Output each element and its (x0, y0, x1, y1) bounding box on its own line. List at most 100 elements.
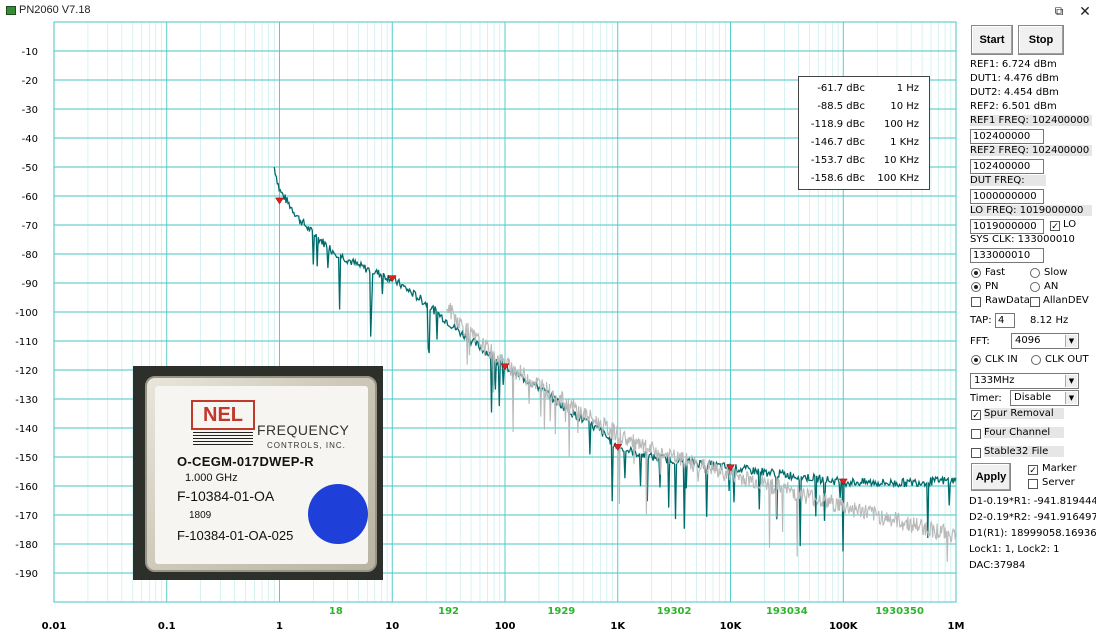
brand-subtitle: CONTROLS, INC. (267, 441, 346, 450)
marker-row: -88.5 dBc 10 Hz (799, 101, 931, 119)
marker-value: -88.5 dBc (817, 101, 865, 112)
marker-triangle (838, 478, 848, 486)
spur-removal-checkbox[interactable]: ✓ (971, 410, 981, 420)
clock-select[interactable]: 133MHz ▼ (970, 373, 1079, 389)
y-tick-label: -170 (15, 511, 38, 522)
clk-in-label: CLK IN (985, 354, 1018, 365)
marker-triangle (275, 197, 284, 205)
x-tick-label: 0.01 (42, 621, 67, 632)
marker-frequency: 100 KHz (877, 173, 919, 184)
y-tick-label: -20 (22, 76, 38, 87)
dut-freq-input[interactable]: 1000000000 (970, 189, 1044, 204)
marker-row: -118.9 dBc 100 Hz (799, 119, 931, 137)
pn-radio[interactable] (971, 282, 981, 292)
y-tick-label: -130 (15, 395, 38, 406)
clock-select-value: 133MHz (974, 375, 1015, 386)
four-channel-label: Four Channel (984, 427, 1064, 438)
fft-select[interactable]: 4096 ▼ (1011, 333, 1079, 349)
y-tick-label: -30 (22, 105, 38, 116)
marker-triangle (500, 363, 510, 371)
marker-row: -146.7 dBc 1 KHz (799, 137, 931, 155)
lo-freq-input[interactable]: 1019000000 (970, 219, 1044, 234)
apply-button[interactable]: Apply (971, 463, 1011, 491)
x-tick-label: 10K (720, 621, 743, 632)
part-number: O-CEGM-017DWEP-R (177, 454, 314, 469)
server-checkbox[interactable] (1028, 479, 1038, 489)
stable32-checkbox[interactable] (971, 448, 981, 458)
timer-label: Timer: (970, 393, 1002, 404)
marker-row: -158.6 dBc 100 KHz (799, 173, 931, 191)
lo-checkbox[interactable]: ✓ (1050, 221, 1060, 231)
model-number: F-10384-01-OA (177, 488, 275, 504)
rawdata-label: RawData (985, 295, 1030, 306)
segment-count-label: 193034 (766, 606, 808, 617)
marker-triangle (726, 464, 735, 472)
d2-readout: D2-0.19*R2: -941.916497 (969, 512, 1096, 523)
close-button[interactable]: ✕ (1079, 3, 1091, 19)
tap-input[interactable]: 4 (995, 313, 1015, 328)
an-radio-label: AN (1044, 281, 1059, 292)
segment-count-label: 18 (329, 606, 343, 617)
clk-in-radio[interactable] (971, 355, 981, 365)
y-tick-label: -100 (15, 308, 38, 319)
clk-out-radio[interactable] (1031, 355, 1041, 365)
marker-frequency: 1 Hz (896, 83, 919, 94)
y-tick-label: -110 (15, 337, 38, 348)
marker-value: -158.6 dBc (810, 173, 865, 184)
y-tick-label: -70 (22, 221, 38, 232)
segment-count-label: 1929 (547, 606, 575, 617)
slow-radio[interactable] (1030, 268, 1040, 278)
clk-out-label: CLK OUT (1045, 354, 1089, 365)
x-tick-label: 1 (276, 621, 283, 632)
start-button[interactable]: Start (971, 25, 1013, 55)
rawdata-checkbox[interactable] (971, 297, 981, 307)
x-tick-label: 100K (829, 621, 859, 632)
y-tick-label: -180 (15, 540, 38, 551)
marker-frequency: 10 Hz (890, 101, 919, 112)
marker-readout-box: -61.7 dBc 1 Hz -88.5 dBc 10 Hz -118.9 dBc 1… (798, 76, 930, 190)
marker-checkbox[interactable]: ✓ (1028, 465, 1038, 475)
y-tick-label: -140 (15, 424, 38, 435)
timer-select[interactable]: Disable ▼ (1010, 390, 1079, 406)
restore-button[interactable]: ⧉ (1054, 4, 1064, 18)
logo-stripes (193, 432, 253, 446)
dut2-power: DUT2: 4.454 dBm (970, 87, 1059, 98)
y-tick-label: -50 (22, 163, 38, 174)
dac-readout: DAC:37984 (969, 560, 1026, 571)
slow-radio-label: Slow (1044, 267, 1068, 278)
stop-button[interactable]: Stop (1018, 25, 1064, 55)
date-code: 1809 (189, 510, 212, 521)
y-tick-label: -40 (22, 134, 38, 145)
tap-frequency: 8.12 Hz (1030, 315, 1069, 326)
four-channel-checkbox[interactable] (971, 429, 981, 439)
x-tick-label: 10 (385, 621, 399, 632)
x-tick-label: 100 (495, 621, 516, 632)
fast-radio[interactable] (971, 268, 981, 278)
device-label: NEL FREQUENCY CONTROLS, INC. O-CEGM-017D… (155, 386, 368, 564)
d1r1-readout: D1(R1): 18999058.169367 (969, 528, 1096, 539)
ref1-freq-input[interactable]: 102400000 (970, 129, 1044, 144)
allandev-checkbox[interactable] (1030, 297, 1040, 307)
brand-name: FREQUENCY (257, 422, 350, 438)
chevron-down-icon: ▼ (1065, 375, 1077, 387)
allandev-label: AllanDEV (1043, 295, 1089, 306)
ref2-freq-input[interactable]: 102400000 (970, 159, 1044, 174)
tap-label: TAP: (970, 315, 992, 326)
an-radio[interactable] (1030, 282, 1040, 292)
y-tick-label: -120 (15, 366, 38, 377)
segment-count-label: 192 (438, 606, 459, 617)
server-label: Server (1042, 477, 1075, 488)
timer-select-value: Disable (1014, 392, 1052, 403)
stable32-label: Stable32 File (984, 446, 1064, 457)
marker-row: -153.7 dBc 10 KHz (799, 155, 931, 173)
marker-triangle (387, 275, 397, 283)
serial-number: F-10384-01-OA-025 (177, 528, 294, 543)
marker-label: Marker (1042, 463, 1077, 474)
ref1-power: REF1: 6.724 dBm (970, 59, 1057, 70)
y-tick-label: -150 (15, 453, 38, 464)
pn-radio-label: PN (985, 281, 999, 292)
marker-value: -153.7 dBc (810, 155, 865, 166)
sys-clk-input[interactable]: 133000010 (970, 248, 1044, 263)
marker-value: -118.9 dBc (810, 119, 865, 130)
marker-value: -146.7 dBc (810, 137, 865, 148)
